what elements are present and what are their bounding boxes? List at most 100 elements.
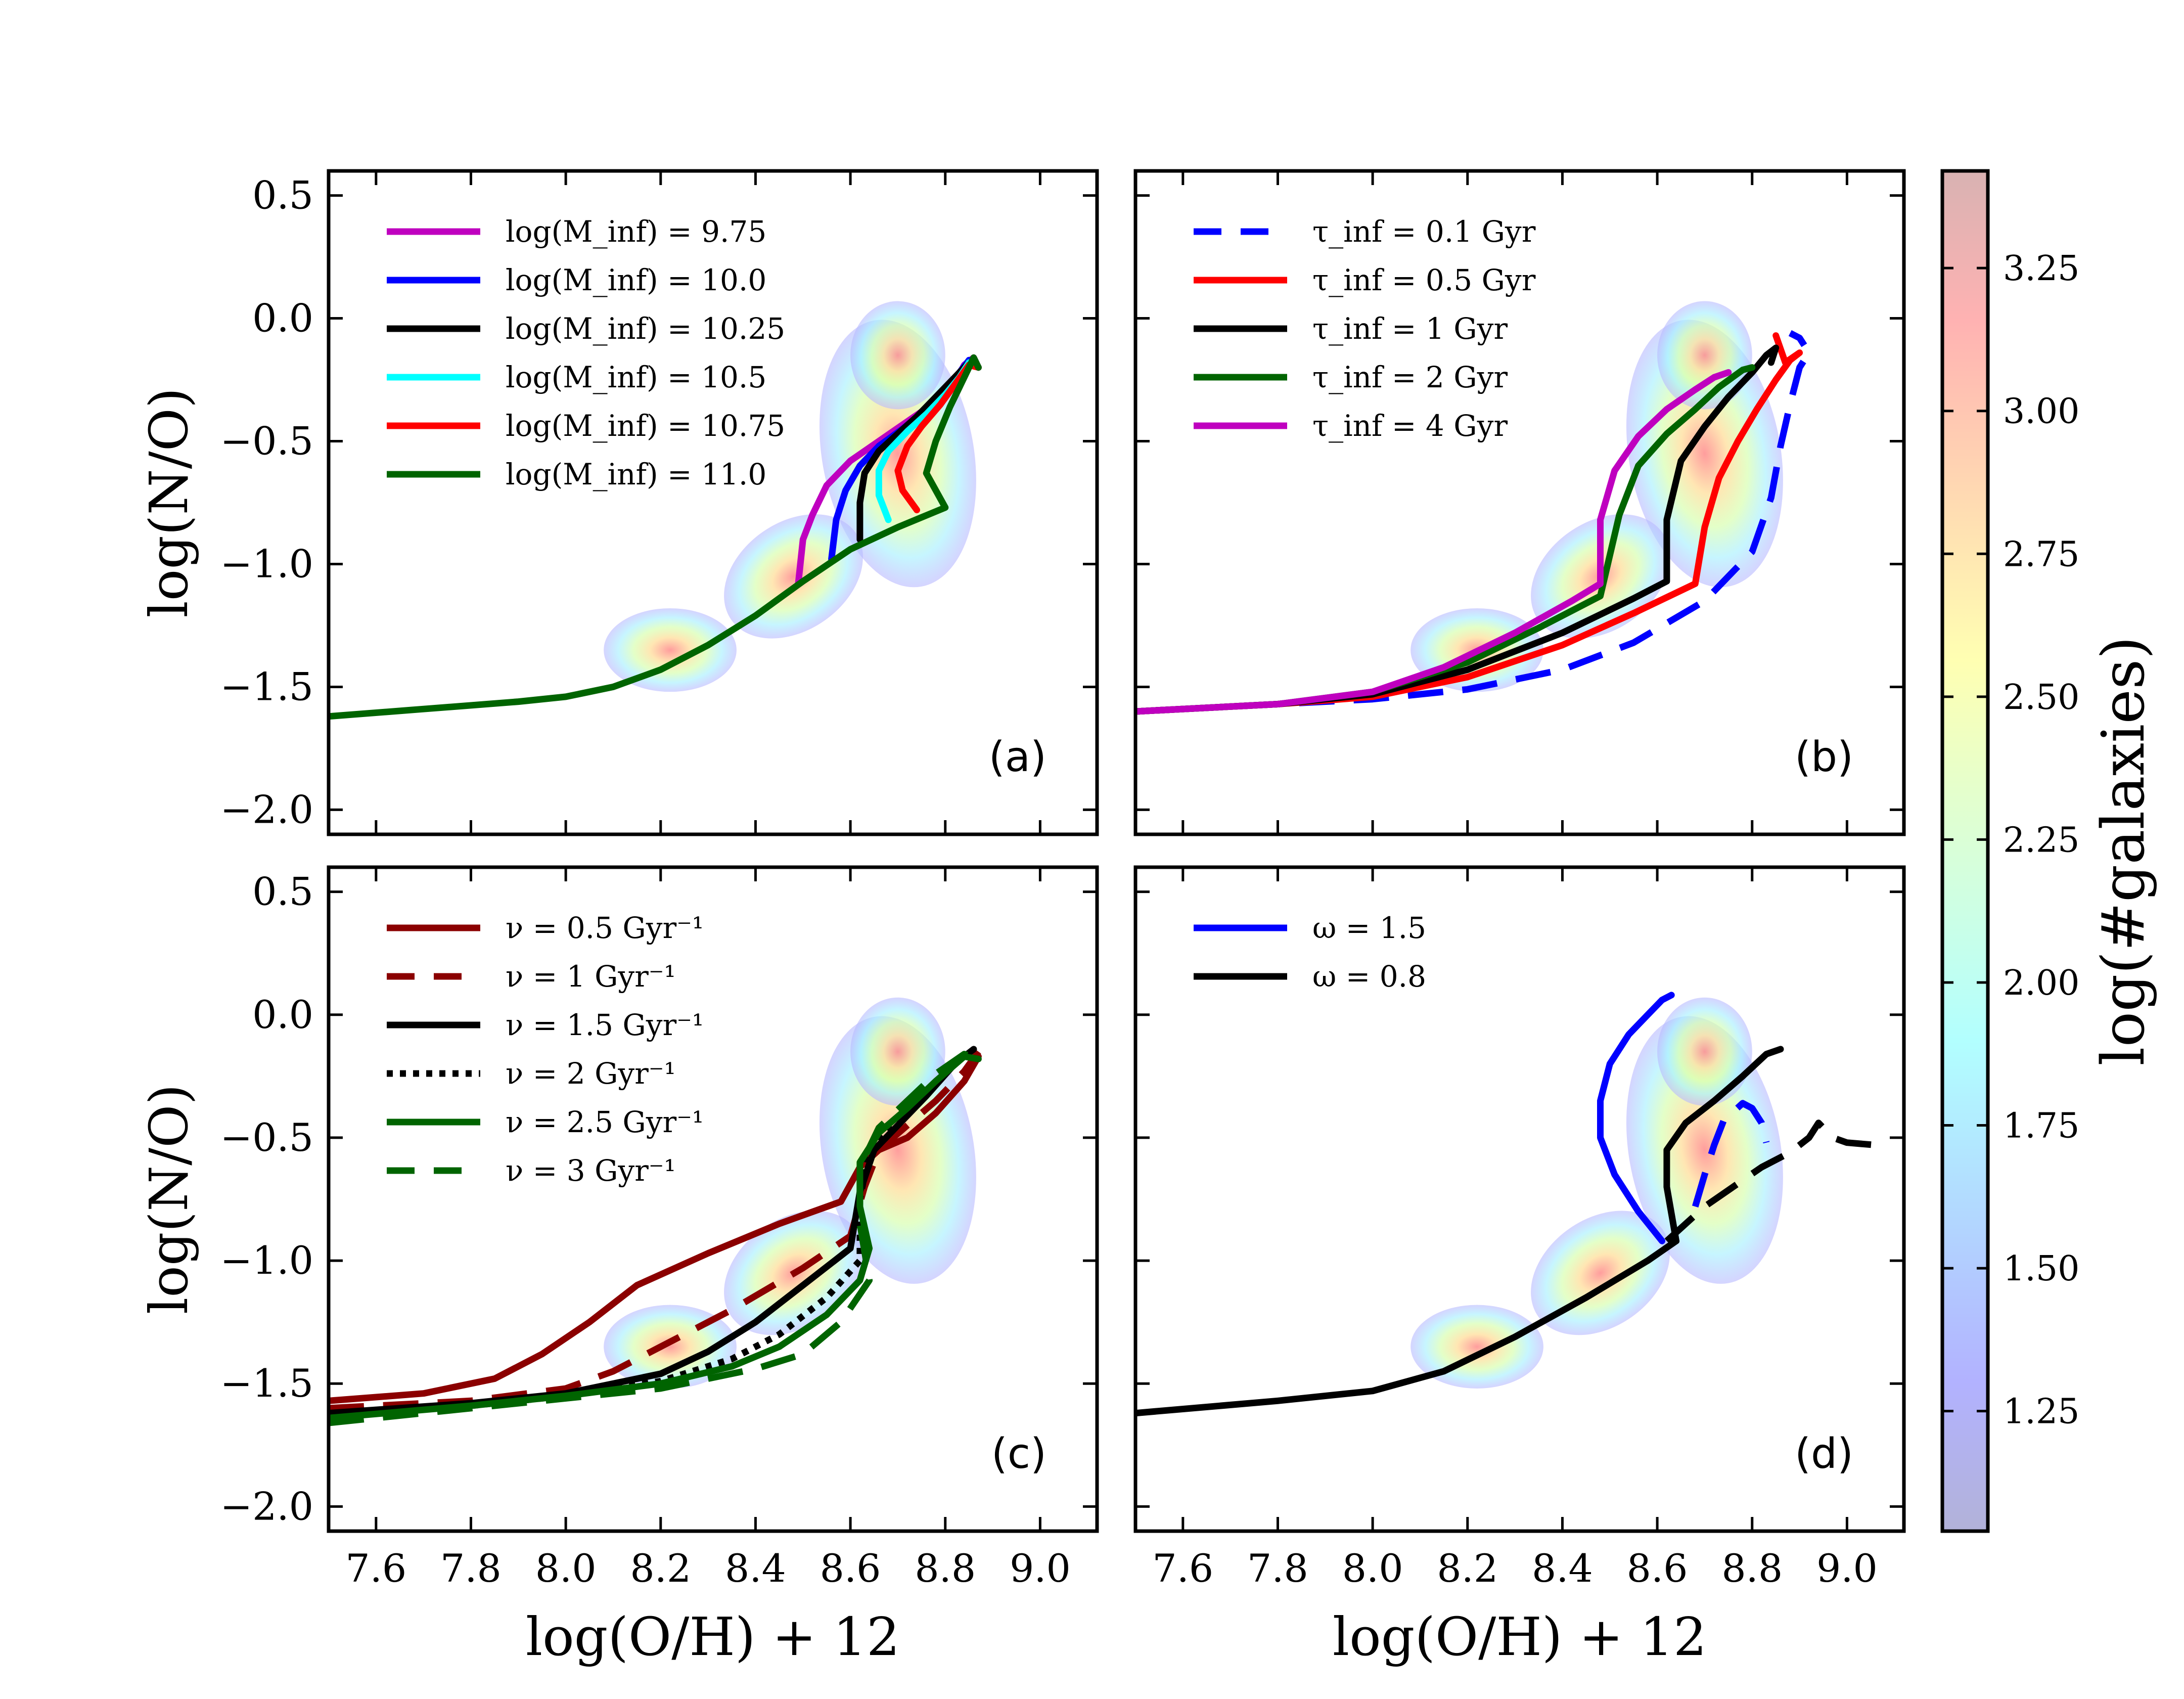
x-tick-label: 7.6 [345, 1546, 406, 1591]
colorbar-gradient [1940, 169, 1990, 1533]
density-region [1657, 997, 1752, 1106]
panel-d: 7.6 7.8 8.0 8.2 8.4 8.6 8.8 9.0 log(O/H) + 12 (d)… [1133, 865, 1906, 1668]
series-line-5 [1135, 369, 1732, 715]
colorbar-tick-label: 1.75 [2003, 1106, 2079, 1146]
legend: ω = 1.5 ω = 0.8 [1194, 911, 1426, 994]
series-line-1 [1135, 330, 1812, 715]
density-region [604, 608, 737, 692]
legend-label: ν = 2.5 Gyr⁻¹ [506, 1105, 704, 1139]
legend-label: log(M_inf) = 10.5 [506, 360, 766, 394]
x-tick-label: 8.0 [1342, 1546, 1403, 1591]
colorbar-label: log(#galaxies) [2089, 636, 2158, 1065]
x-tick-label: 8.8 [1721, 1546, 1783, 1591]
y-tick-label: −1.5 [220, 1361, 313, 1406]
colorbar-tick-label: 2.25 [2003, 820, 2079, 860]
colorbar: 1.25 1.50 1.75 2.00 2.25 2.50 2.75 3.00 3.25 log… [1940, 169, 2158, 1533]
legend-label: log(M_inf) = 10.75 [506, 409, 785, 443]
x-tick-label: 8.0 [535, 1546, 597, 1591]
colorbar-tick-label: 1.25 [2003, 1392, 2079, 1432]
x-tick-label: 8.4 [725, 1546, 786, 1591]
x-tick-label: 9.0 [1816, 1546, 1878, 1591]
density-region [1626, 1016, 1783, 1284]
galaxy-density [1410, 997, 1783, 1389]
axes-frame [1133, 169, 1906, 836]
density-region [850, 301, 945, 410]
y-tick-label: −2.0 [220, 787, 313, 832]
panel-a: 0.5 0.0 −0.5 −1.0 −1.5 −2.0 log(N/O) (a) log(M_i… [138, 169, 1099, 836]
x-axis-label: log(O/H) + 12 [526, 1606, 900, 1668]
legend-label: τ_inf = 2 Gyr [1312, 360, 1508, 394]
y-tick-label: −1.0 [220, 541, 313, 586]
panel-label: (c) [991, 1430, 1046, 1478]
y-tick-label: −0.5 [220, 419, 313, 464]
legend: ν = 0.5 Gyr⁻¹ ν = 1 Gyr⁻¹ ν = 1.5 Gyr⁻¹ ν =… [387, 911, 704, 1188]
series-line-2 [329, 1049, 981, 1412]
density-region [1531, 1211, 1670, 1335]
colorbar-tick-label: 2.75 [2003, 534, 2079, 574]
y-tick-label: −2.0 [220, 1484, 313, 1529]
legend-label: τ_inf = 0.5 Gyr [1312, 263, 1536, 297]
series-line-1 [329, 1053, 982, 1404]
series-line-3 [1135, 1046, 1784, 1417]
x-tick-label: 8.6 [820, 1546, 881, 1591]
axes-frame [1133, 865, 1906, 1533]
y-tick-label: 0.5 [252, 173, 313, 218]
x-tick-label: 7.8 [1247, 1546, 1308, 1591]
legend-label: log(M_inf) = 11.0 [506, 457, 766, 491]
x-tick-label: 7.8 [440, 1546, 502, 1591]
panel-label: (b) [1795, 733, 1853, 781]
legend-label: ν = 1.5 Gyr⁻¹ [506, 1008, 704, 1042]
y-tick-label: 0.0 [252, 992, 313, 1037]
legend-label: ν = 2 Gyr⁻¹ [506, 1056, 676, 1091]
legend-label: log(M_inf) = 10.0 [506, 263, 766, 297]
x-tick-label: 9.0 [1010, 1546, 1071, 1591]
legend-label: ν = 0.5 Gyr⁻¹ [506, 911, 704, 945]
colorbar-tick-label: 3.00 [2003, 392, 2079, 432]
density-region [1410, 1305, 1543, 1389]
axes-frame [327, 865, 1099, 1533]
x-tick-label: 8.2 [630, 1546, 691, 1591]
x-tick-label: 7.6 [1152, 1546, 1213, 1591]
y-tick-label: −1.0 [220, 1238, 313, 1283]
legend-label: ω = 0.8 [1312, 959, 1426, 994]
series-line-3 [1135, 344, 1780, 715]
x-tick-label: 8.8 [915, 1546, 976, 1591]
y-tick-label: −0.5 [220, 1115, 313, 1160]
legend-label: ω = 1.5 [1312, 911, 1426, 945]
series-line-2 [1135, 332, 1803, 715]
colorbar-tick-label: 3.25 [2003, 249, 2079, 289]
density-region [724, 514, 863, 639]
colorbar-tick-label: 2.00 [2003, 963, 2079, 1003]
series-line-6 [329, 354, 982, 720]
legend-label: τ_inf = 1 Gyr [1312, 311, 1508, 346]
series-line-6 [329, 1051, 980, 1426]
series-line-5 [329, 1053, 982, 1421]
x-axis-label: log(O/H) + 12 [1333, 1606, 1707, 1668]
legend-label: ν = 1 Gyr⁻¹ [506, 959, 676, 994]
y-axis-label: log(N/O) [138, 1084, 200, 1314]
colorbar-tick-label: 2.50 [2003, 678, 2079, 718]
series-line-1 [1597, 992, 1675, 1244]
x-tick-label: 8.6 [1627, 1546, 1688, 1591]
y-axis-label: log(N/O) [138, 388, 200, 618]
density-region [1657, 301, 1752, 410]
panel-label: (a) [989, 733, 1046, 781]
legend-label: log(M_inf) = 10.25 [506, 311, 785, 346]
series-line-4 [1664, 1120, 1876, 1244]
colorbar-tick-label: 1.50 [2003, 1249, 2079, 1289]
axes-frame [327, 169, 1099, 836]
legend-label: τ_inf = 4 Gyr [1312, 409, 1508, 443]
legend: log(M_inf) = 9.75 log(M_inf) = 10.0 log(M_… [387, 214, 785, 491]
legend: τ_inf = 0.1 Gyr τ_inf = 0.5 Gyr τ_inf = 1 … [1194, 214, 1536, 443]
y-tick-label: −1.5 [220, 664, 313, 709]
y-tick-label: 0.5 [252, 869, 313, 914]
panel-label: (d) [1795, 1430, 1853, 1478]
y-tick-label: 0.0 [252, 296, 313, 341]
legend-label: ν = 3 Gyr⁻¹ [506, 1153, 676, 1188]
x-tick-label: 8.2 [1437, 1546, 1498, 1591]
legend-label: τ_inf = 0.1 Gyr [1312, 214, 1536, 249]
series-line-2 [1692, 1100, 1770, 1208]
panel-c: 0.5 0.0 −0.5 −1.0 −1.5 −2.0 7.6 7.8 8.0 8.2 8.4 8.6… [138, 865, 1099, 1668]
